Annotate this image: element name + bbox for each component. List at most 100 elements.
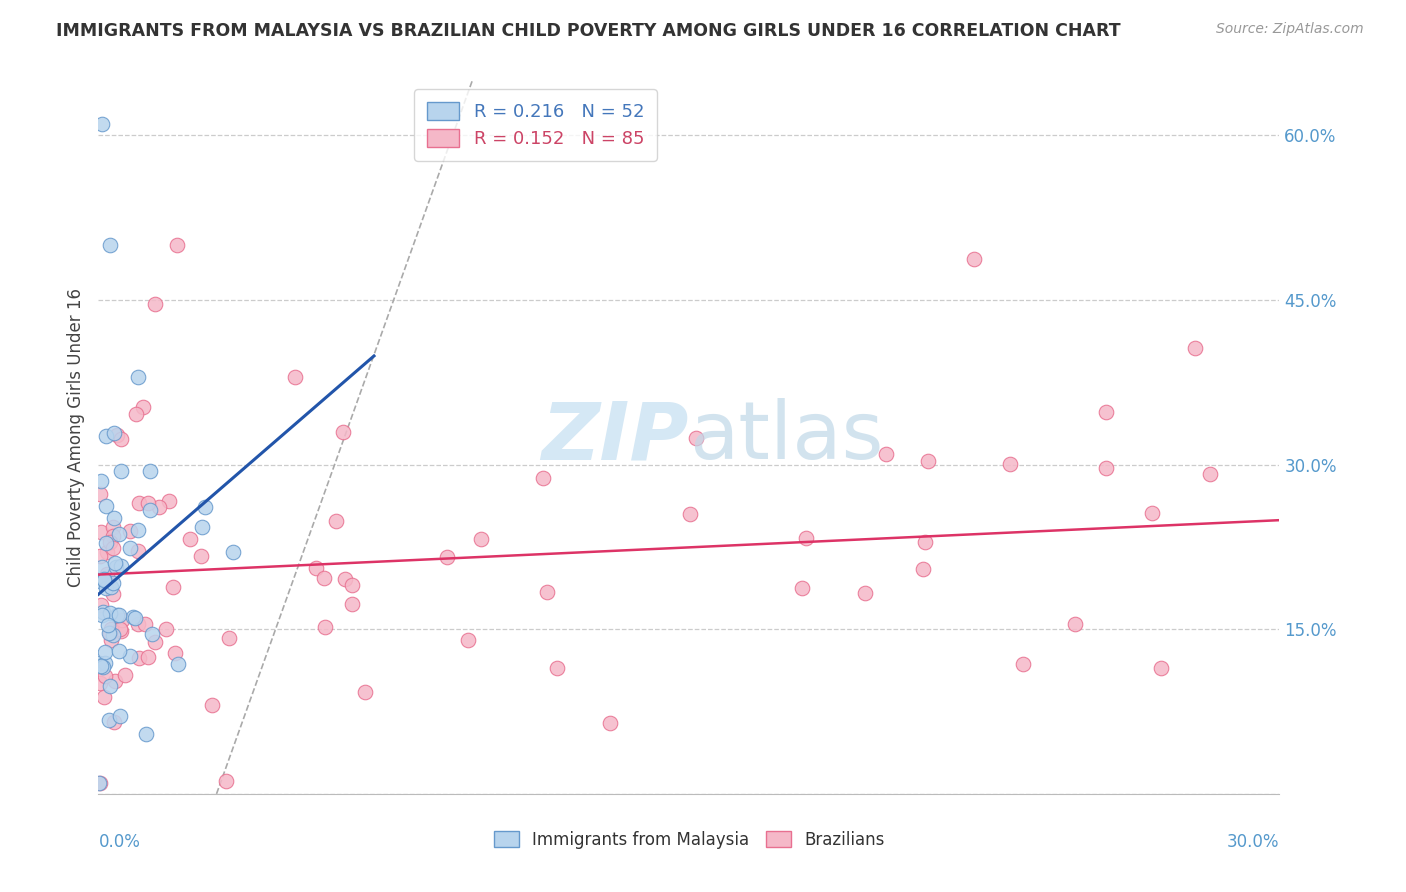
Point [218, 632, 240, 646]
Point [105, 607, 128, 622]
Point [89, 676, 111, 690]
Point [340, 578, 363, 592]
Point [105, 428, 128, 442]
Point [794, 531, 817, 545]
Text: 0.0%: 0.0% [98, 833, 141, 851]
Point [101, 576, 124, 591]
Point [100, 632, 122, 647]
Point [792, 581, 814, 595]
Point [963, 252, 986, 266]
Point [141, 627, 163, 641]
Point [332, 425, 354, 439]
Point [100, 679, 122, 693]
Point [165, 646, 187, 660]
Point [108, 709, 131, 723]
Point [124, 611, 146, 625]
Point [157, 493, 180, 508]
Point [167, 657, 190, 672]
Point [100, 580, 122, 594]
Point [214, 774, 236, 789]
Point [91, 117, 114, 131]
Point [98, 713, 121, 727]
Point [91, 660, 114, 674]
Point [94, 656, 117, 670]
Point [470, 532, 492, 546]
Point [1199, 467, 1222, 481]
Point [89, 549, 111, 563]
Text: atlas: atlas [689, 398, 883, 476]
Point [104, 556, 127, 570]
Point [98, 606, 121, 620]
Point [100, 623, 122, 637]
Point [305, 561, 328, 575]
Point [335, 572, 357, 586]
Point [101, 520, 124, 534]
Point [103, 511, 125, 525]
Point [94, 668, 117, 682]
Point [136, 496, 159, 510]
Point [679, 507, 702, 521]
Point [101, 529, 124, 543]
Point [91, 605, 114, 619]
Point [96, 499, 118, 513]
Point [127, 523, 149, 537]
Point [135, 727, 157, 741]
Point [222, 545, 245, 559]
Point [98, 238, 121, 252]
Point [127, 617, 149, 632]
Point [118, 524, 141, 539]
Point [111, 613, 134, 627]
Point [96, 566, 118, 581]
Point [457, 633, 479, 648]
Point [128, 651, 150, 665]
Text: IMMIGRANTS FROM MALAYSIA VS BRAZILIAN CHILD POVERTY AMONG GIRLS UNDER 16 CORRELA: IMMIGRANTS FROM MALAYSIA VS BRAZILIAN CH… [56, 22, 1121, 40]
Point [96, 429, 118, 443]
Point [179, 533, 201, 547]
Point [89, 574, 111, 589]
Point [194, 500, 217, 514]
Point [97, 618, 120, 632]
Text: ZIP: ZIP [541, 398, 689, 476]
Point [1000, 457, 1022, 471]
Point [342, 598, 364, 612]
Point [90, 607, 112, 622]
Point [314, 571, 336, 585]
Point [127, 543, 149, 558]
Legend: Immigrants from Malaysia, Brazilians: Immigrants from Malaysia, Brazilians [485, 822, 893, 857]
Point [89, 656, 111, 670]
Point [1140, 506, 1163, 520]
Point [162, 580, 184, 594]
Point [128, 496, 150, 510]
Point [110, 464, 132, 478]
Point [191, 520, 214, 534]
Point [101, 541, 124, 555]
Point [1095, 460, 1118, 475]
Point [536, 585, 558, 599]
Point [155, 622, 177, 636]
Point [546, 661, 568, 675]
Point [108, 608, 131, 623]
Point [143, 297, 166, 311]
Point [120, 648, 142, 663]
Point [138, 464, 160, 478]
Point [166, 238, 188, 252]
Point [143, 635, 166, 649]
Point [90, 599, 112, 613]
Point [190, 549, 212, 563]
Point [96, 545, 118, 559]
Point [917, 454, 939, 468]
Point [148, 500, 170, 515]
Point [125, 407, 148, 421]
Point [107, 526, 129, 541]
Point [93, 574, 115, 588]
Point [120, 541, 142, 556]
Point [201, 698, 224, 712]
Point [136, 649, 159, 664]
Point [90, 474, 112, 488]
Point [98, 534, 121, 549]
Point [314, 620, 336, 634]
Point [1064, 617, 1087, 632]
Point [110, 559, 132, 574]
Point [91, 559, 114, 574]
Point [354, 685, 377, 699]
